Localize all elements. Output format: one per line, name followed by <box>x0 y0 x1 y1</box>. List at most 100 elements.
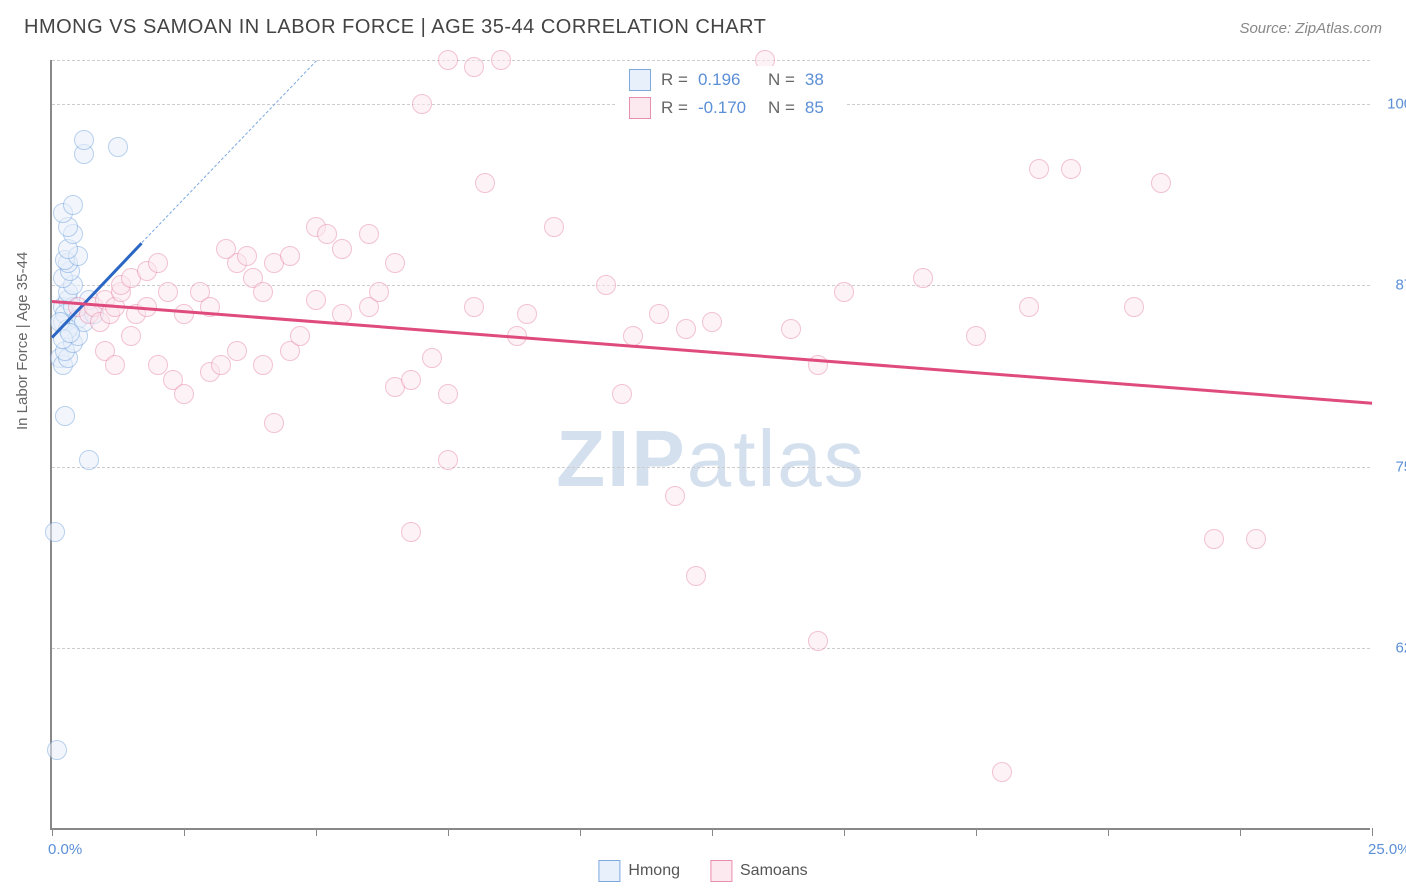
legend-n-label: N = <box>768 70 795 90</box>
x-tick-label: 0.0% <box>48 841 82 858</box>
scatter-point <box>47 740 67 760</box>
gridline-horizontal <box>52 60 1370 61</box>
scatter-point <box>1019 297 1039 317</box>
scatter-point <box>1246 529 1266 549</box>
scatter-point <box>649 304 669 324</box>
scatter-point <box>211 355 231 375</box>
x-tick <box>1108 828 1109 836</box>
scatter-point <box>216 239 236 259</box>
legend-r-value: -0.170 <box>698 98 758 118</box>
scatter-point <box>105 355 125 375</box>
scatter-point <box>438 50 458 70</box>
scatter-point <box>596 275 616 295</box>
watermark-light: atlas <box>687 414 866 503</box>
legend-series-label: Hmong <box>628 862 680 880</box>
legend-row: R =-0.170N =85 <box>617 94 847 122</box>
scatter-point <box>290 326 310 346</box>
scatter-point <box>359 224 379 244</box>
scatter-point <box>74 130 94 150</box>
gridline-horizontal <box>52 648 1370 649</box>
x-tick <box>1372 828 1373 836</box>
scatter-point <box>702 312 722 332</box>
chart-title: HMONG VS SAMOAN IN LABOR FORCE | AGE 35-… <box>24 16 766 39</box>
correlation-legend: R =0.196N =38R =-0.170N =85 <box>617 66 847 122</box>
y-axis-label: In Labor Force | Age 35-44 <box>14 252 31 430</box>
scatter-point <box>253 355 273 375</box>
legend-series-label: Samoans <box>740 862 808 880</box>
legend-bottom-item: Samoans <box>710 860 808 882</box>
scatter-point <box>422 348 442 368</box>
y-tick-label: 62.5% <box>1378 640 1406 657</box>
x-tick <box>1240 828 1241 836</box>
scatter-point <box>332 239 352 259</box>
y-tick-label: 100.0% <box>1378 95 1406 112</box>
scatter-point <box>237 246 257 266</box>
legend-r-label: R = <box>661 98 688 118</box>
x-tick <box>52 828 53 836</box>
scatter-point <box>665 486 685 506</box>
chart-plot-area: ZIPatlas R =0.196N =38R =-0.170N =85 62.… <box>50 60 1370 830</box>
source-attribution: Source: ZipAtlas.com <box>1239 20 1382 37</box>
watermark: ZIPatlas <box>556 413 865 505</box>
x-tick <box>580 828 581 836</box>
scatter-point <box>544 217 564 237</box>
y-tick-label: 87.5% <box>1378 277 1406 294</box>
series-legend: Hmong Samoans <box>598 860 807 882</box>
legend-row: R = 0.196 N = 38 <box>617 66 847 94</box>
legend-bottom-item: Hmong <box>598 860 680 882</box>
scatter-point <box>966 326 986 346</box>
scatter-point <box>1151 173 1171 193</box>
legend-n-label: N = <box>768 98 795 118</box>
legend-swatch <box>629 97 651 119</box>
scatter-point <box>158 282 178 302</box>
scatter-point <box>280 246 300 266</box>
scatter-point <box>401 522 421 542</box>
scatter-point <box>464 57 484 77</box>
scatter-point <box>121 326 141 346</box>
scatter-point <box>491 50 511 70</box>
scatter-point <box>317 224 337 244</box>
scatter-point <box>369 282 389 302</box>
scatter-point <box>63 195 83 215</box>
scatter-point <box>464 297 484 317</box>
scatter-point <box>438 384 458 404</box>
legend-swatch <box>598 860 620 882</box>
legend-r-label: R = <box>661 70 688 90</box>
x-tick <box>712 828 713 836</box>
legend-r-value: 0.196 <box>698 70 758 90</box>
x-tick-label: 25.0% <box>1368 841 1406 858</box>
scatter-point <box>45 522 65 542</box>
scatter-point <box>148 355 168 375</box>
scatter-point <box>623 326 643 346</box>
legend-n-value: 38 <box>805 70 835 90</box>
scatter-point <box>253 282 273 302</box>
scatter-point <box>108 137 128 157</box>
x-tick <box>844 828 845 836</box>
scatter-point <box>992 762 1012 782</box>
scatter-point <box>55 406 75 426</box>
scatter-point <box>676 319 696 339</box>
scatter-point <box>612 384 632 404</box>
scatter-point <box>385 253 405 273</box>
trend-line <box>141 60 316 242</box>
scatter-point <box>148 253 168 273</box>
scatter-point <box>412 94 432 114</box>
scatter-point <box>264 413 284 433</box>
scatter-point <box>438 450 458 470</box>
scatter-point <box>306 290 326 310</box>
legend-swatch <box>629 69 651 91</box>
y-tick-label: 75.0% <box>1378 458 1406 475</box>
scatter-point <box>834 282 854 302</box>
scatter-point <box>174 384 194 404</box>
x-tick <box>184 828 185 836</box>
scatter-point <box>475 173 495 193</box>
scatter-point <box>781 319 801 339</box>
scatter-point <box>808 631 828 651</box>
scatter-point <box>686 566 706 586</box>
scatter-point <box>1029 159 1049 179</box>
scatter-point <box>1124 297 1144 317</box>
gridline-horizontal <box>52 467 1370 468</box>
scatter-point <box>174 304 194 324</box>
x-tick <box>316 828 317 836</box>
scatter-point <box>913 268 933 288</box>
